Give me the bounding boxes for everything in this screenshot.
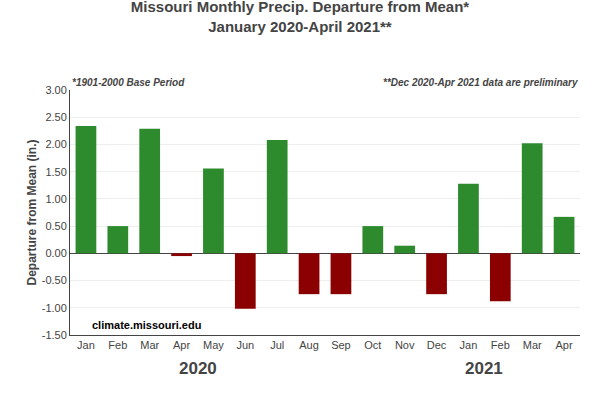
svg-text:Apr: Apr <box>173 339 190 351</box>
svg-text:Jul: Jul <box>270 339 284 351</box>
svg-text:Jun: Jun <box>236 339 254 351</box>
svg-text:Departure from Mean (in.): Departure from Mean (in.) <box>25 139 39 285</box>
svg-text:Apr: Apr <box>555 339 572 351</box>
svg-text:2.50: 2.50 <box>45 111 66 123</box>
svg-text:2021: 2021 <box>465 359 503 378</box>
svg-text:Jan: Jan <box>77 339 95 351</box>
svg-text:-1.50: -1.50 <box>42 329 67 341</box>
svg-text:1.00: 1.00 <box>45 193 66 205</box>
svg-text:3.00: 3.00 <box>45 84 66 96</box>
svg-text:Aug: Aug <box>299 339 319 351</box>
svg-text:-1.00: -1.00 <box>42 302 67 314</box>
svg-text:0.50: 0.50 <box>45 220 66 232</box>
svg-text:Missouri Monthly Precip. Depar: Missouri Monthly Precip. Departure from … <box>131 0 470 35</box>
svg-text:Dec: Dec <box>427 339 447 351</box>
svg-text:Mar: Mar <box>523 339 542 351</box>
svg-text:Oct: Oct <box>364 339 381 351</box>
svg-text:Nov: Nov <box>395 339 415 351</box>
svg-text:0.00: 0.00 <box>45 247 66 259</box>
svg-text:climate.missouri.edu: climate.missouri.edu <box>92 319 201 331</box>
svg-text:Sep: Sep <box>331 339 351 351</box>
svg-text:Feb: Feb <box>491 339 510 351</box>
svg-text:May: May <box>203 339 224 351</box>
svg-text:*1901-2000 Base Period: *1901-2000 Base Period <box>72 77 185 88</box>
svg-text:Feb: Feb <box>108 339 127 351</box>
svg-text:Mar: Mar <box>140 339 159 351</box>
svg-text:**Dec 2020-Apr 2021 data are p: **Dec 2020-Apr 2021 data are preliminary <box>383 77 578 88</box>
svg-text:Jan: Jan <box>460 339 478 351</box>
svg-text:2020: 2020 <box>179 359 217 378</box>
svg-text:-0.50: -0.50 <box>42 274 67 286</box>
svg-text:1.50: 1.50 <box>45 166 66 178</box>
svg-text:2.00: 2.00 <box>45 138 66 150</box>
